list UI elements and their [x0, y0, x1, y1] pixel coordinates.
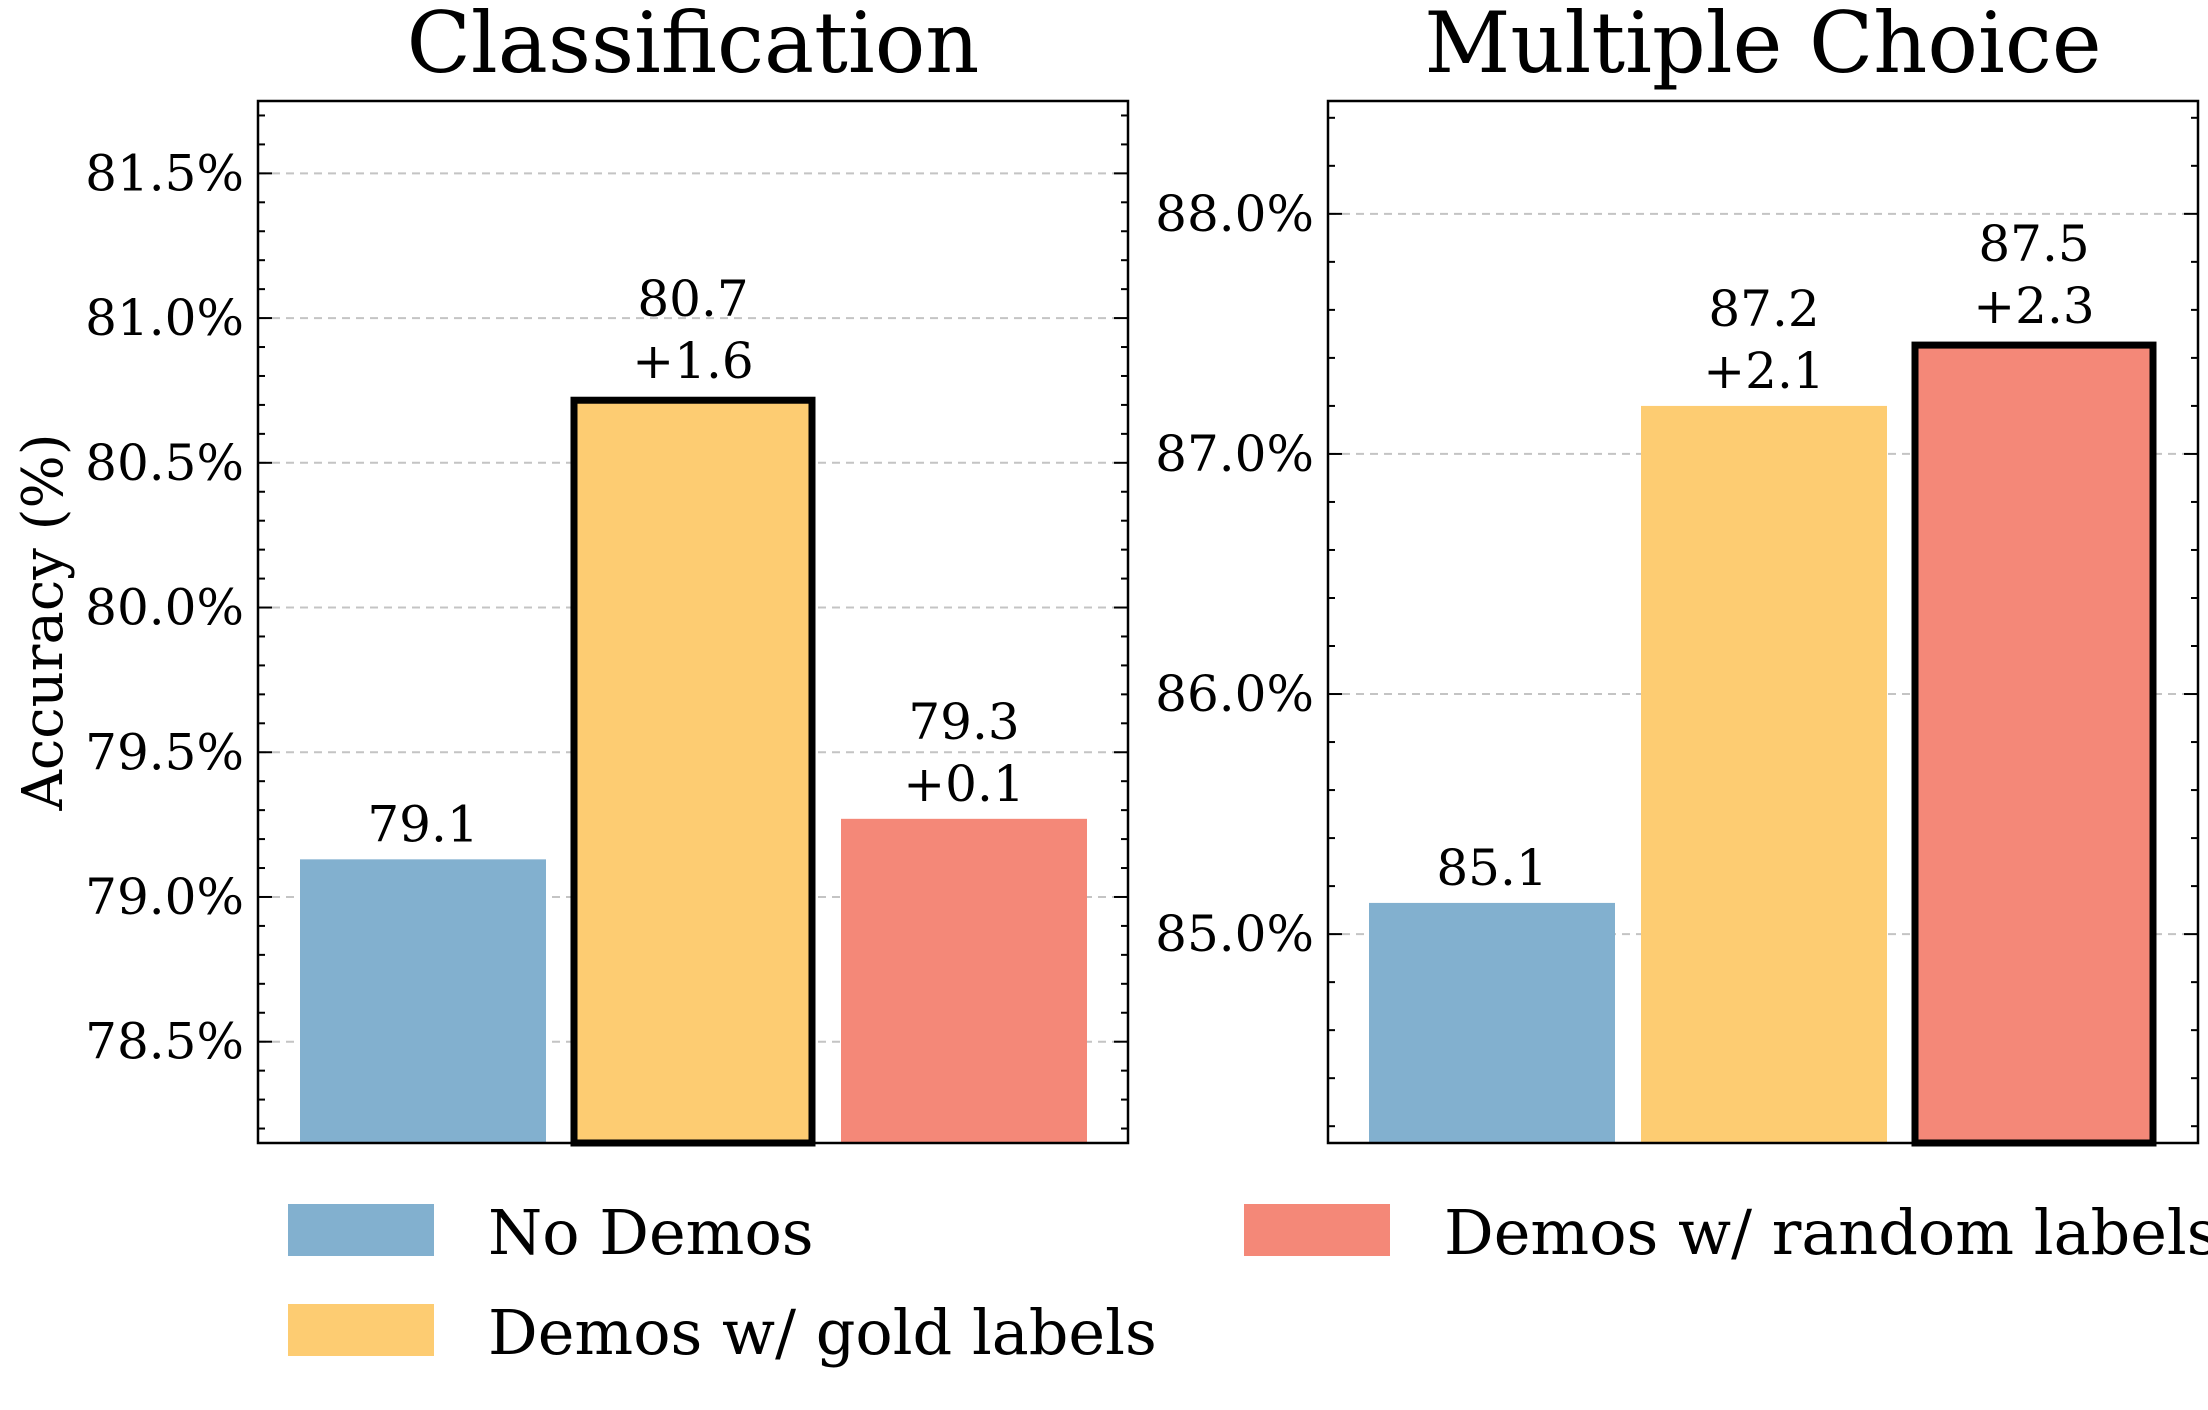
legend-swatch-demos-w-gold-labels: [288, 1304, 434, 1356]
chart-title: Multiple Choice: [1424, 0, 2101, 92]
y-axis-label: Accuracy (%): [11, 433, 76, 811]
legend-label-no-demos: No Demos: [488, 1196, 814, 1269]
legend-label-demos-w-gold-labels: Demos w/ gold labels: [488, 1296, 1157, 1369]
y-tick-label: 80.5%: [85, 434, 244, 492]
plot-frame: [1326, 99, 2200, 1145]
bar-demos-w-random-labels: [1911, 341, 2157, 1147]
y-tick-label: 79.5%: [85, 723, 244, 781]
value-label: 79.1: [367, 795, 478, 853]
value-label: 87.2: [1708, 280, 1819, 338]
y-tick-label: 80.0%: [85, 579, 244, 637]
bar-no-demos: [300, 859, 546, 1143]
y-tick-label: 86.0%: [1155, 665, 1314, 723]
bar-demos-w-gold-labels: [1641, 405, 1887, 1143]
value-label: 85.1: [1436, 839, 1547, 897]
delta-label: +2.3: [1973, 277, 2094, 335]
y-tick-label: 78.5%: [85, 1013, 244, 1071]
y-tick-label: 79.0%: [85, 868, 244, 926]
value-label: 80.7: [637, 270, 748, 328]
y-tick-label: 85.0%: [1155, 905, 1314, 963]
delta-label: +0.1: [903, 755, 1024, 813]
legend-label-demos-w-random-labels: Demos w/ random labels: [1444, 1196, 2208, 1269]
bar-demos-w-gold-labels: [570, 396, 816, 1147]
y-tick-label: 87.0%: [1155, 425, 1314, 483]
chart-title: Classification: [407, 0, 980, 92]
value-label: 87.5: [1978, 215, 2089, 273]
bar-demos-w-random-labels: [841, 818, 1087, 1143]
plot-frame: [256, 99, 1130, 1145]
legend: No Demos Demos w/ gold labels Demos w/ ran…: [288, 1196, 2208, 1369]
delta-label: +2.1: [1703, 342, 1824, 400]
legend-swatch-demos-w-random-labels: [1244, 1204, 1390, 1256]
y-tick-label: 88.0%: [1155, 185, 1314, 243]
multiple-choice-chart: 85.1 87.2+2.1 87.5+2.3 85.0% 86.0% 87.0% 88.0%…: [1155, 0, 2200, 1147]
y-tick-label: 81.5%: [85, 144, 244, 202]
delta-label: +1.6: [632, 332, 753, 390]
bar-no-demos: [1369, 902, 1615, 1143]
y-tick-label: 81.0%: [85, 289, 244, 347]
value-label: 79.3: [908, 693, 1019, 751]
classification-chart: 79.1 80.7+1.6 79.3+0.1 78.5% 79.0% 79.5% 80.0%…: [11, 0, 1130, 1147]
legend-swatch-no-demos: [288, 1204, 434, 1256]
